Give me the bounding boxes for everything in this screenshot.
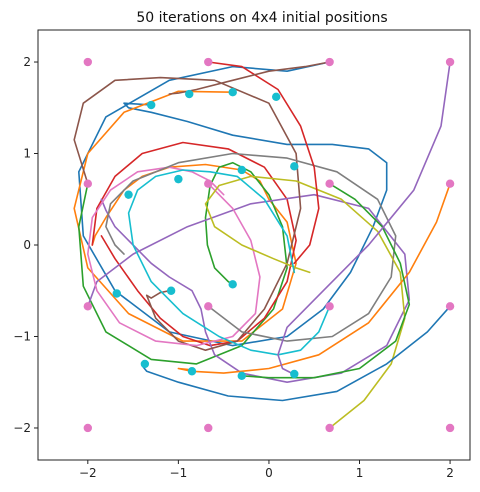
initial-position-point-14	[204, 423, 213, 433]
final-position-point-14	[237, 371, 246, 381]
trajectory-line-6	[73, 76, 302, 352]
final-position-point-3	[185, 89, 194, 99]
initial-position-point-3	[325, 57, 334, 67]
initial-position-point-6	[204, 179, 213, 188]
initial-positions-layer	[83, 57, 455, 433]
y-tick-label: −1	[13, 329, 31, 343]
initial-position-point-7	[325, 179, 334, 188]
initial-position-point-8	[445, 179, 455, 188]
final-positions-layer	[112, 88, 299, 381]
final-position-point-15	[290, 369, 299, 379]
x-tick-label: 2	[446, 466, 454, 480]
final-position-point-7	[174, 174, 183, 184]
initial-position-point-11	[325, 302, 334, 311]
trajectory-line-4	[91, 141, 297, 347]
initial-position-point-15	[325, 423, 334, 433]
y-tick-label: 2	[23, 55, 31, 69]
x-tick-label: −1	[170, 466, 188, 480]
initial-position-point-13	[83, 423, 93, 433]
initial-position-point-1	[83, 57, 93, 67]
x-axis: −2 −1 0 1 2	[79, 460, 454, 480]
final-position-point-8	[124, 190, 133, 199]
initial-position-point-10	[204, 302, 213, 311]
final-position-point-13	[187, 367, 197, 376]
initial-position-point-16	[445, 423, 455, 433]
y-tick-label: 1	[23, 147, 31, 161]
trajectory-line-3	[78, 161, 288, 365]
trajectory-line-9	[204, 175, 406, 429]
trajectory-line-5	[87, 193, 411, 384]
x-tick-label: 0	[265, 466, 273, 480]
final-position-point-12	[140, 359, 150, 369]
final-position-point-6	[237, 165, 246, 175]
trajectory-line-8	[105, 152, 397, 342]
trajectory-line-13	[241, 182, 411, 379]
initial-position-point-5	[83, 179, 93, 188]
trajectory-line-1	[78, 61, 388, 347]
trajectory-line-15	[277, 61, 451, 375]
x-tick-label: −2	[79, 466, 97, 480]
y-tick-label: 0	[23, 238, 31, 252]
trajectory-line-10	[127, 169, 331, 356]
trajectory-line-14	[207, 61, 320, 265]
initial-position-point-4	[445, 57, 455, 67]
final-position-point-1	[271, 92, 281, 101]
trajectory-line-16	[168, 61, 331, 95]
initial-position-point-2	[204, 57, 213, 67]
final-position-point-4	[147, 100, 156, 110]
final-position-point-10	[166, 286, 176, 295]
final-position-point-9	[112, 289, 121, 298]
initial-position-point-9	[83, 302, 93, 311]
series-layer	[73, 61, 451, 429]
trajectory-line-11	[141, 305, 451, 402]
trajectory-line-7	[87, 166, 261, 347]
plot-area	[37, 29, 471, 461]
y-axis: −2 −1 0 1 2	[13, 55, 38, 435]
final-position-point-11	[228, 280, 237, 289]
final-position-point-2	[228, 88, 237, 97]
initial-position-point-12	[445, 302, 455, 311]
final-position-point-5	[290, 162, 299, 171]
chart-title: 50 iterations on 4x4 initial positions	[136, 10, 387, 26]
plot-frame	[37, 29, 471, 461]
x-tick-label: 1	[356, 466, 364, 480]
trajectory-line-12	[177, 182, 451, 374]
y-tick-label: −2	[13, 421, 31, 435]
trajectory-line-2	[73, 90, 297, 342]
